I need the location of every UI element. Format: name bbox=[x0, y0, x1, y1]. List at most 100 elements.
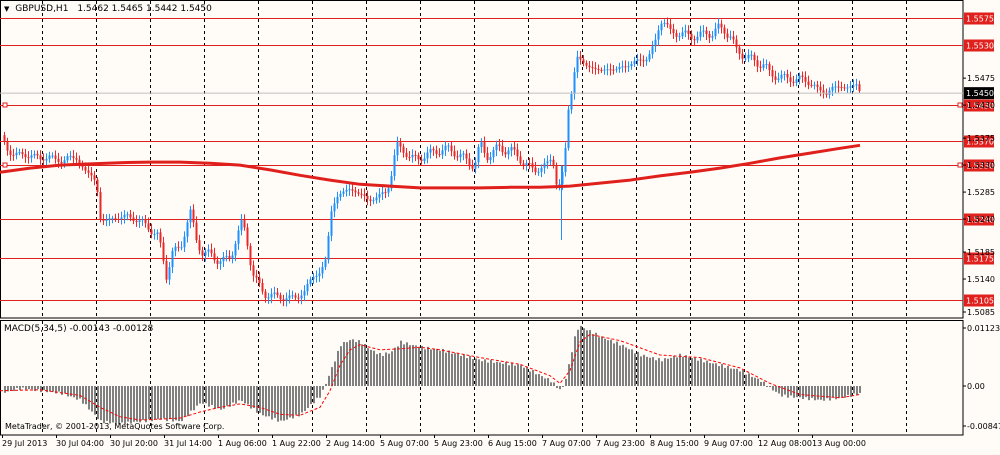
candle-body bbox=[510, 147, 513, 151]
macd-histogram-bar bbox=[271, 386, 273, 420]
candle-body bbox=[480, 142, 483, 148]
candle-body bbox=[60, 161, 63, 164]
macd-histogram-bar bbox=[484, 359, 486, 386]
candle-body bbox=[756, 60, 759, 67]
macd-histogram-bar bbox=[667, 358, 669, 386]
macd-histogram-bar bbox=[769, 386, 771, 387]
macd-histogram-bar bbox=[499, 362, 501, 386]
macd-histogram-bar bbox=[799, 386, 801, 398]
candle-body bbox=[591, 67, 594, 69]
macd-histogram-bar bbox=[817, 386, 819, 400]
macd-histogram-bar bbox=[583, 328, 585, 386]
macd-histogram-bar bbox=[571, 352, 573, 386]
macd-histogram-bar bbox=[229, 386, 231, 407]
candle-body bbox=[633, 60, 636, 64]
macd-histogram-bar bbox=[373, 350, 375, 386]
macd-histogram-bar bbox=[268, 386, 270, 417]
candle-body bbox=[198, 240, 201, 251]
hline-price-label-bg bbox=[964, 12, 994, 25]
candle-body bbox=[777, 78, 780, 80]
candle-body bbox=[579, 56, 582, 60]
candle-body bbox=[219, 261, 222, 264]
candle-body bbox=[630, 63, 633, 67]
macd-histogram-bar bbox=[754, 377, 756, 386]
hline-price-label: 1.5530 bbox=[966, 42, 994, 51]
candle-body bbox=[258, 277, 261, 284]
candle-body bbox=[18, 152, 21, 154]
macd-histogram-bar bbox=[280, 386, 282, 421]
candle-body bbox=[486, 152, 489, 161]
macd-histogram-bar bbox=[148, 386, 150, 420]
candle-body bbox=[45, 158, 48, 161]
macd-histogram-bar bbox=[577, 329, 579, 386]
macd-histogram-bar bbox=[37, 386, 39, 390]
triangle-down-icon[interactable]: ▼ bbox=[4, 5, 10, 13]
candle-body bbox=[309, 279, 312, 285]
macd-histogram-bar bbox=[217, 386, 219, 408]
macd-histogram-bar bbox=[559, 386, 561, 390]
macd-histogram-bar bbox=[850, 386, 852, 397]
candle-body bbox=[396, 142, 399, 156]
macd-histogram-bar bbox=[670, 357, 672, 386]
candle-body bbox=[780, 74, 783, 79]
price-axis-label: 1.5430 bbox=[967, 101, 995, 110]
time-axis-label: 29 Jul 2013 bbox=[2, 439, 47, 448]
macd-histogram-bar bbox=[745, 374, 747, 386]
macd-histogram-bar bbox=[313, 386, 315, 404]
macd-histogram-bar bbox=[676, 357, 678, 386]
candle-body bbox=[150, 229, 153, 235]
macd-histogram-bar bbox=[40, 386, 42, 393]
macd-histogram-bar bbox=[301, 386, 303, 413]
candle-body bbox=[567, 109, 570, 148]
candle-body bbox=[312, 276, 315, 280]
candle-body bbox=[672, 28, 675, 34]
candle-body bbox=[636, 59, 639, 61]
macd-histogram-bar bbox=[199, 386, 201, 404]
macd-histogram-bar bbox=[421, 345, 423, 386]
candle-body bbox=[153, 233, 156, 235]
hline-price-label: 1.5240 bbox=[966, 216, 994, 225]
macd-histogram-bar bbox=[529, 371, 531, 386]
candle-body bbox=[759, 66, 762, 68]
candle-body bbox=[303, 291, 306, 296]
candle-body bbox=[552, 159, 555, 166]
candle-body bbox=[465, 153, 468, 159]
candle-body bbox=[87, 170, 90, 173]
candle-body bbox=[594, 67, 597, 70]
candle-body bbox=[342, 191, 345, 194]
candle-body bbox=[609, 69, 612, 71]
candle-body bbox=[162, 242, 165, 261]
macd-histogram-bar bbox=[76, 386, 78, 400]
macd-histogram-bar bbox=[376, 354, 378, 386]
candle-body bbox=[645, 59, 648, 62]
macd-histogram-bar bbox=[109, 386, 111, 424]
macd-histogram-bar bbox=[790, 386, 792, 396]
macd-histogram-bar bbox=[751, 376, 753, 386]
candle-body bbox=[381, 192, 384, 195]
candle-body bbox=[810, 84, 813, 86]
macd-histogram-bar bbox=[841, 386, 843, 398]
time-axis-label: 30 Jul 20:00 bbox=[110, 439, 158, 448]
macd-histogram-bar bbox=[700, 358, 702, 386]
macd-axis-label: 0.01123 bbox=[967, 324, 1000, 333]
macd-histogram-bar bbox=[370, 349, 372, 386]
macd-histogram-bar bbox=[394, 347, 396, 386]
macd-histogram-bar bbox=[829, 386, 831, 401]
candle-body bbox=[786, 73, 789, 78]
macd-histogram-bar bbox=[475, 358, 477, 386]
macd-histogram-bar bbox=[298, 386, 300, 417]
macd-histogram-bar bbox=[4, 386, 6, 393]
macd-histogram-bar bbox=[31, 386, 33, 390]
macd-histogram-bar bbox=[481, 361, 483, 386]
macd-histogram-bar bbox=[649, 357, 651, 386]
macd-histogram-bar bbox=[637, 351, 639, 386]
candle-body bbox=[195, 222, 198, 241]
candle-body bbox=[345, 189, 348, 192]
time-axis-label: 1 Aug 22:00 bbox=[272, 439, 321, 448]
candle-body bbox=[537, 171, 540, 173]
macd-histogram-bar bbox=[16, 386, 18, 388]
candle-body bbox=[387, 188, 390, 193]
candle-body bbox=[249, 245, 252, 266]
